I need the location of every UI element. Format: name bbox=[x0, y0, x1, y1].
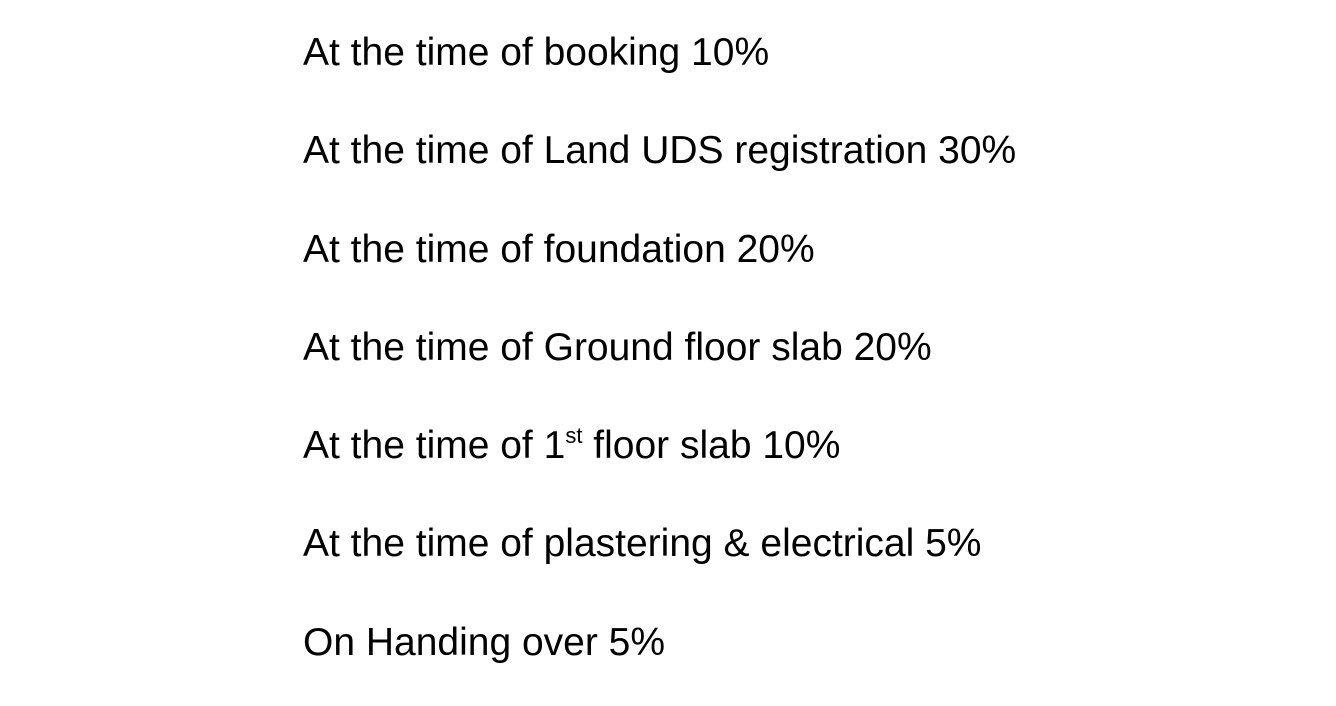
ordinal-suffix: st bbox=[565, 423, 583, 449]
item-text-end: floor slab 10% bbox=[582, 424, 841, 468]
schedule-item-ground-floor-slab: At the time of Ground floor slab 20% bbox=[303, 325, 932, 369]
item-text-start: At the time of 1 bbox=[303, 424, 566, 468]
payment-schedule-list: At the time of booking 10% At the time o… bbox=[303, 4, 1016, 692]
schedule-item-booking: At the time of booking 10% bbox=[303, 31, 770, 74]
schedule-item-first-floor-slab: At the time of 1st floor slab 10% bbox=[303, 397, 1016, 495]
schedule-item-handing-over: On Handing over 5% bbox=[303, 620, 666, 664]
schedule-item-foundation: At the time of foundation 20% bbox=[303, 227, 815, 271]
schedule-item-plastering-electrical: At the time of plastering & electrical 5… bbox=[303, 522, 982, 566]
schedule-item-uds-registration: At the time of Land UDS registration 30% bbox=[303, 129, 1017, 173]
